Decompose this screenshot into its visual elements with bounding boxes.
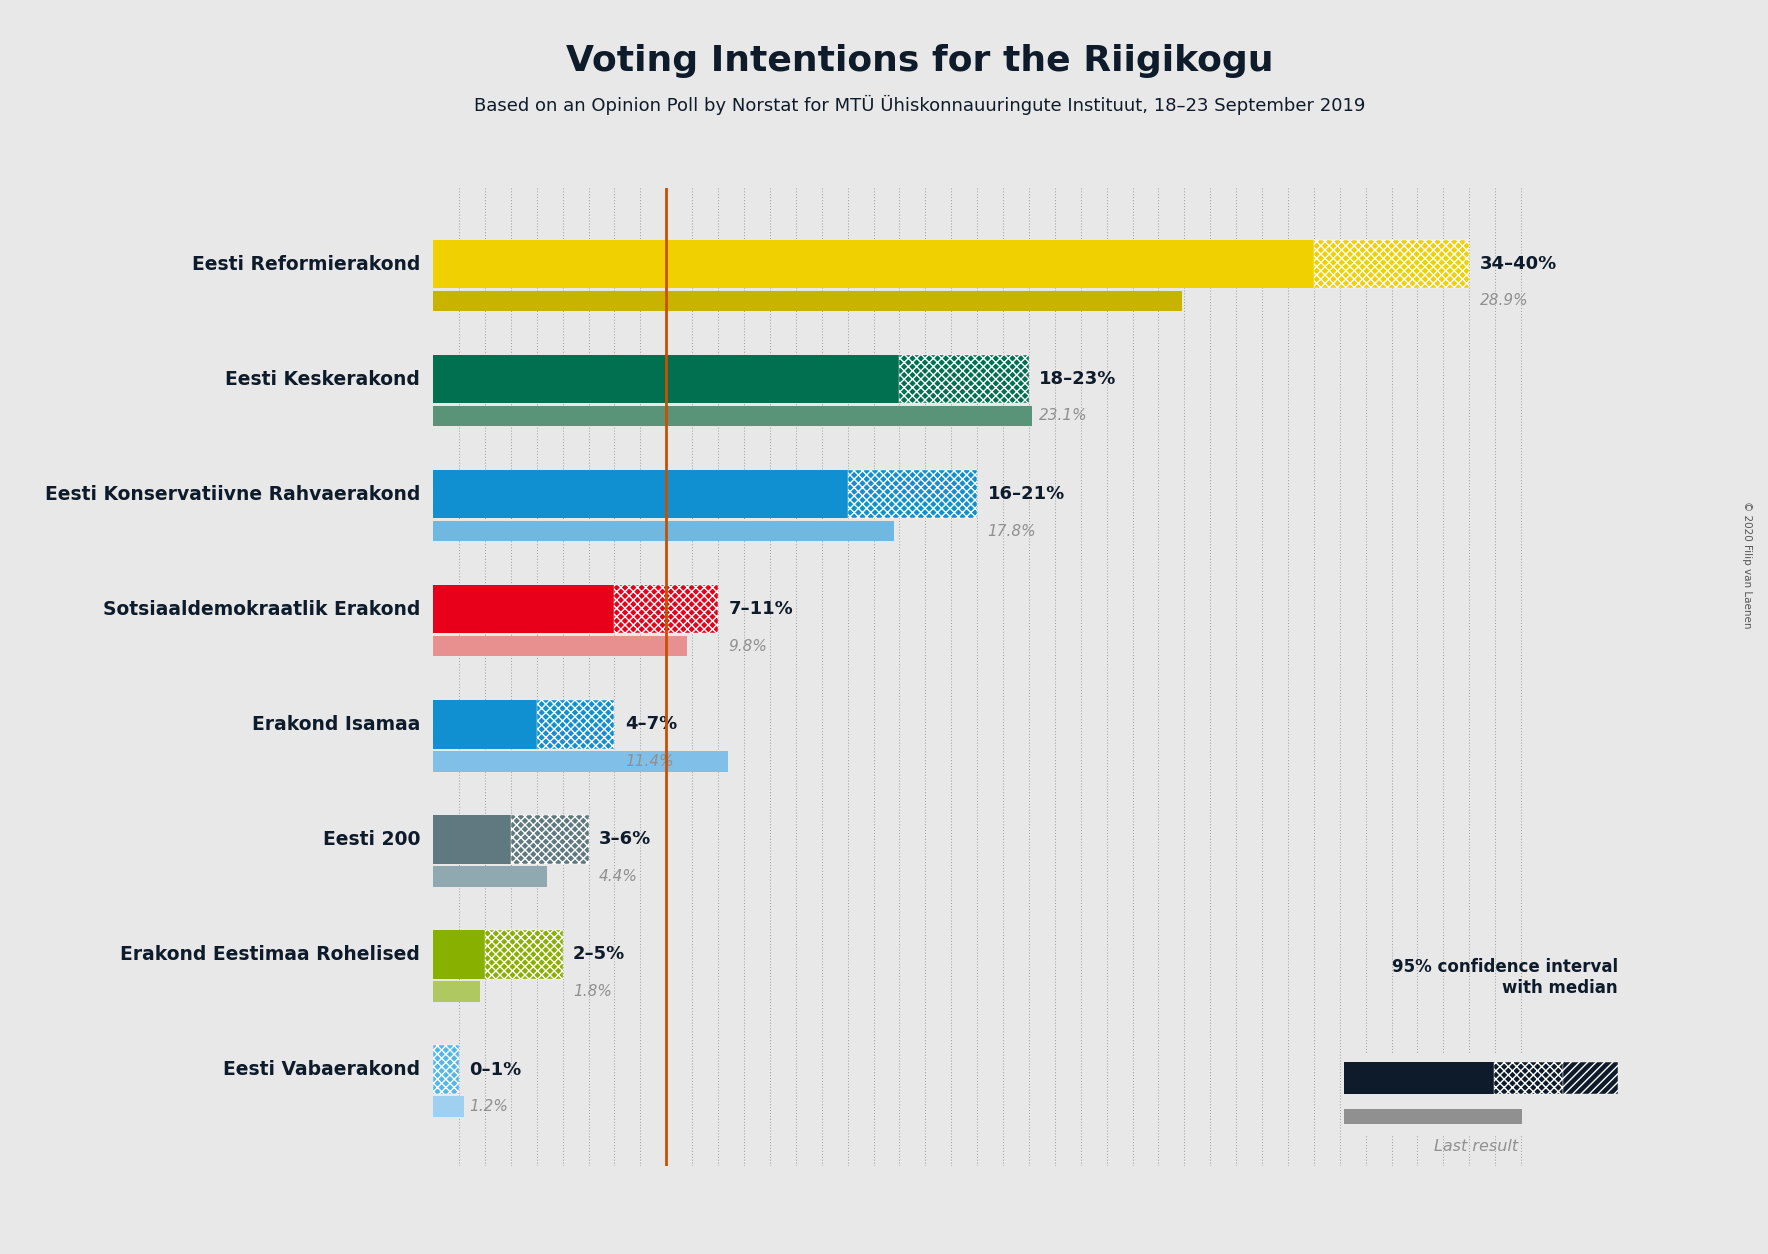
Bar (433, 700, 537, 749)
Text: Eesti Reformierakond: Eesti Reformierakond (193, 255, 421, 273)
Text: Based on an Opinion Poll by Norstat for MTÜ Ühiskonnauuringute Instituut, 18–23 : Based on an Opinion Poll by Norstat for … (474, 95, 1365, 115)
Bar (1314, 240, 1469, 288)
Bar (433, 520, 895, 542)
Text: Sotsiaaldemokraatlik Erakond: Sotsiaaldemokraatlik Erakond (103, 599, 421, 618)
Bar (433, 586, 615, 633)
Bar (433, 930, 484, 978)
Bar (433, 1046, 460, 1093)
Text: 4.4%: 4.4% (599, 869, 638, 884)
Bar (433, 751, 728, 771)
Text: Eesti Vabaerakond: Eesti Vabaerakond (223, 1060, 421, 1078)
Bar (433, 291, 1181, 311)
Text: Eesti Konservatiivne Rahvaerakond: Eesti Konservatiivne Rahvaerakond (44, 485, 421, 504)
Bar (433, 815, 511, 864)
Bar (433, 240, 1314, 288)
Text: 95% confidence interval
with median: 95% confidence interval with median (1391, 958, 1618, 997)
Text: Voting Intentions for the Riigikogu: Voting Intentions for the Riigikogu (566, 44, 1273, 78)
Bar (433, 1096, 465, 1117)
Bar (433, 405, 1031, 426)
Text: Last result: Last result (1434, 1139, 1519, 1154)
Text: 18–23%: 18–23% (1040, 370, 1117, 389)
Text: 9.8%: 9.8% (728, 638, 767, 653)
Text: 3–6%: 3–6% (599, 830, 651, 849)
Text: 11.4%: 11.4% (624, 754, 674, 769)
Bar (433, 355, 900, 404)
Text: 16–21%: 16–21% (988, 485, 1064, 503)
Text: Eesti Keskerakond: Eesti Keskerakond (225, 370, 421, 389)
Bar (1344, 1061, 1494, 1093)
Text: Eesti 200: Eesti 200 (324, 830, 421, 849)
Text: 0–1%: 0–1% (470, 1061, 522, 1078)
Bar (1494, 1061, 1563, 1093)
Bar (433, 865, 546, 887)
Text: 17.8%: 17.8% (988, 523, 1036, 538)
Text: 28.9%: 28.9% (1480, 293, 1528, 308)
Text: 23.1%: 23.1% (1040, 409, 1087, 424)
Bar (847, 470, 978, 518)
Bar (433, 981, 479, 1002)
Text: 7–11%: 7–11% (728, 601, 794, 618)
Bar (537, 700, 615, 749)
Text: Erakond Isamaa: Erakond Isamaa (251, 715, 421, 734)
Text: 1.8%: 1.8% (573, 984, 612, 998)
Bar (484, 930, 562, 978)
Text: 1.2%: 1.2% (470, 1099, 507, 1114)
Bar (615, 586, 718, 633)
Bar (433, 636, 688, 656)
Text: Erakond Eestimaa Rohelised: Erakond Eestimaa Rohelised (120, 946, 421, 964)
Bar (433, 470, 847, 518)
Bar (900, 355, 1029, 404)
Text: 34–40%: 34–40% (1480, 255, 1558, 273)
Text: 4–7%: 4–7% (624, 715, 677, 734)
Bar (1563, 1061, 1618, 1093)
Text: © 2020 Filip van Laenen: © 2020 Filip van Laenen (1741, 500, 1752, 628)
Text: 2–5%: 2–5% (573, 946, 626, 963)
Bar (511, 815, 589, 864)
Bar (1344, 1109, 1522, 1125)
